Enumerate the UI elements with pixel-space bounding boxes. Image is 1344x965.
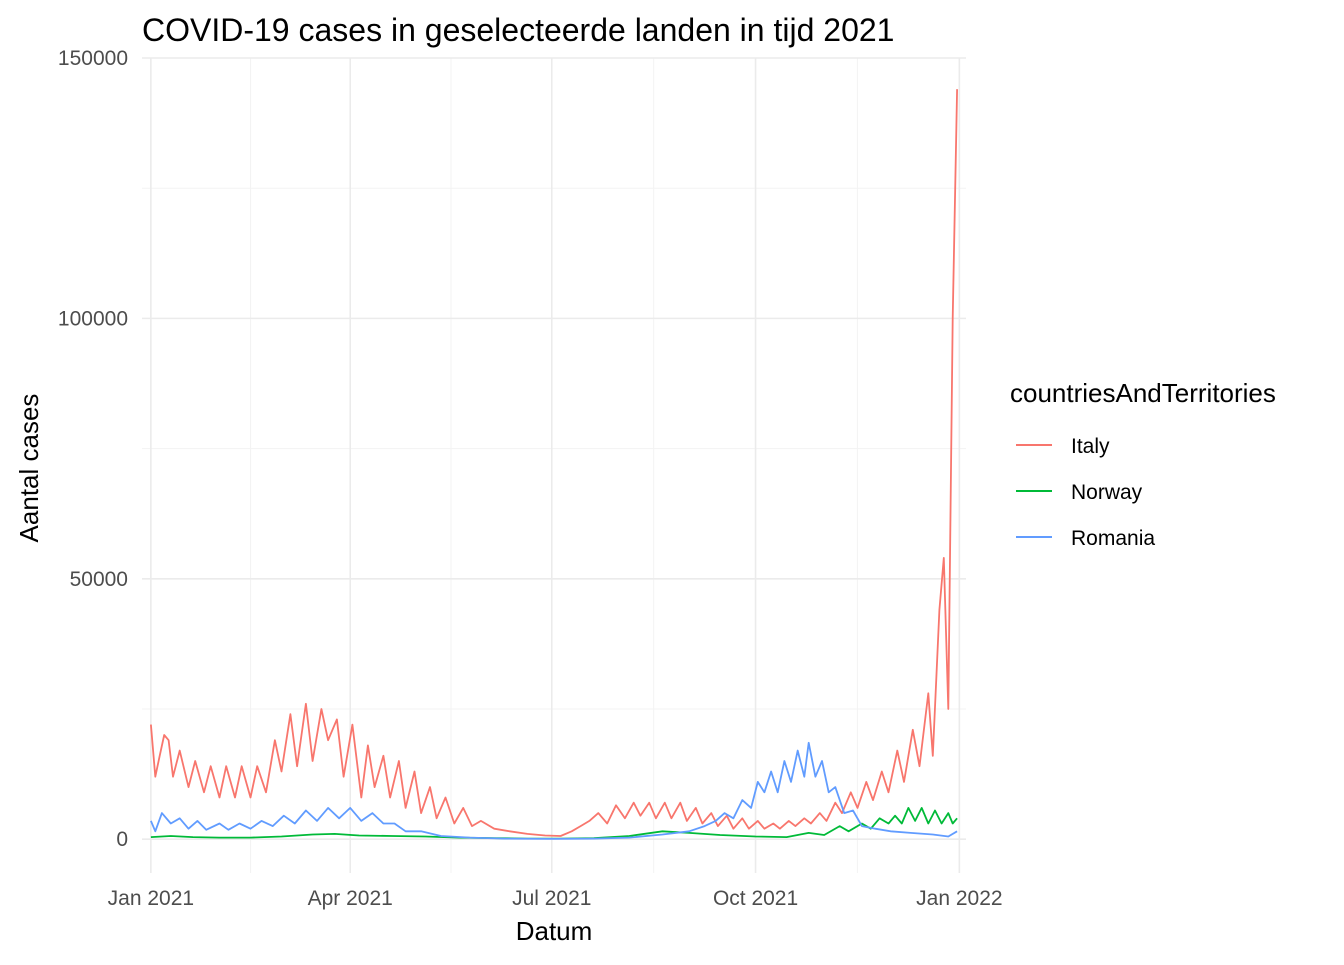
x-tick-label: Jul 2021 — [512, 887, 591, 910]
x-tick-label: Jan 2022 — [916, 887, 1002, 910]
legend-items: Italy Norway Romania — [1016, 435, 1155, 550]
series-line-romania — [150, 741, 958, 840]
x-tick-label: Apr 2021 — [308, 887, 393, 910]
x-axis-title: Datum — [516, 916, 593, 946]
y-tick-label: 150000 — [58, 47, 128, 70]
major-gridlines — [142, 57, 966, 873]
chart-title: COVID-19 cases in geselecteerde landen i… — [142, 12, 894, 48]
series-line-italy — [150, 89, 958, 837]
series-lines — [150, 89, 958, 840]
y-tick-label: 50000 — [70, 568, 128, 591]
legend: countriesAndTerritories Italy Norway Roman… — [1010, 378, 1276, 550]
y-axis-tick-labels: 0 50000 100000 150000 — [58, 47, 128, 851]
legend-label-romania: Romania — [1071, 527, 1155, 550]
legend-label-norway: Norway — [1071, 481, 1143, 504]
y-tick-label: 0 — [116, 828, 128, 851]
y-tick-label: 100000 — [58, 307, 128, 330]
series-line-norway — [150, 807, 958, 840]
x-axis-tick-labels: Jan 2021 Apr 2021 Jul 2021 Oct 2021 Jan 2022 — [108, 887, 1003, 910]
minor-gridlines — [142, 58, 966, 873]
legend-label-italy: Italy — [1071, 435, 1110, 458]
x-tick-label: Oct 2021 — [713, 887, 798, 910]
y-axis-title: Aantal cases — [14, 394, 44, 543]
x-tick-label: Jan 2021 — [108, 887, 194, 910]
legend-title: countriesAndTerritories — [1010, 378, 1276, 408]
